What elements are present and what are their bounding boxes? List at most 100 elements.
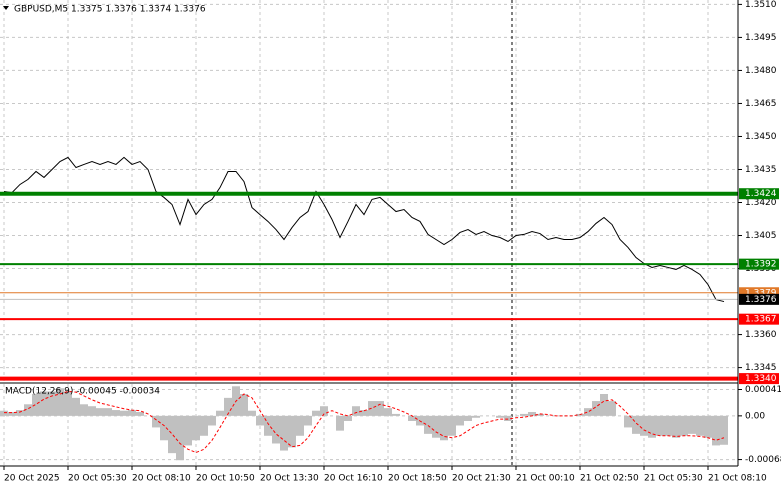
level-label-box [739, 188, 779, 200]
x-tick-label: 20 Oct 21:30 [452, 474, 511, 484]
histogram-bar [680, 415, 688, 436]
y-tick-label: 1.3360 [745, 330, 777, 340]
y-tick-label: 1.3450 [745, 132, 777, 142]
histogram-bar [80, 404, 88, 416]
histogram-bar [256, 415, 264, 426]
histogram-bar [664, 415, 672, 436]
histogram-bar [464, 415, 472, 421]
level-label: 1.3340 [745, 374, 777, 384]
histogram-bar [440, 415, 448, 441]
histogram-bar [336, 415, 344, 431]
histogram-bar [368, 401, 376, 416]
x-tick-label: 21 Oct 02:50 [580, 474, 639, 484]
histogram-bar [288, 415, 296, 448]
histogram-bar [72, 397, 80, 416]
plot [0, 156, 738, 461]
level-label: 1.3424 [745, 189, 777, 199]
signal-line [4, 390, 725, 454]
histogram-bar [240, 394, 248, 416]
histogram-bar [704, 415, 712, 438]
histogram-bar [8, 412, 16, 416]
axis-labels: 1.3510 1.3495 1.3480 1.3465 1.3450 1.3435 1.34… [3, 0, 781, 484]
histogram-bar [472, 415, 480, 418]
y-tick-label: -0.00068 [745, 455, 781, 465]
level-label-box [739, 293, 779, 305]
x-tick-label: 20 Oct 10:50 [196, 474, 255, 484]
y-tick-label: 1.3435 [745, 165, 777, 175]
histogram-bar [432, 415, 440, 438]
histogram-bar [200, 415, 208, 436]
histogram-bar [528, 412, 536, 416]
histogram-bar [304, 415, 312, 426]
histogram-bar [120, 410, 128, 416]
histogram-bar [96, 408, 104, 416]
histogram-bar [264, 415, 272, 436]
x-tick-label: 20 Oct 08:10 [132, 474, 191, 484]
menu-triangle[interactable] [3, 6, 9, 10]
histogram-bar [136, 412, 144, 416]
x-tick-label: 20 Oct 16:10 [324, 474, 383, 484]
y-tick-label: 1.3480 [745, 66, 777, 76]
level-label-box [739, 373, 779, 385]
histogram-bar [592, 401, 600, 416]
histogram-bar [392, 413, 400, 416]
histogram-bar [408, 415, 416, 421]
histogram-bar [64, 391, 72, 416]
histogram-bar [600, 394, 608, 416]
histogram-bar [56, 388, 64, 416]
histogram-bar [624, 415, 632, 428]
histogram-bar [648, 415, 656, 438]
histogram-bar [640, 415, 648, 436]
histogram-bar [656, 415, 664, 436]
level-label-box [739, 258, 779, 270]
x-tick-label: 21 Oct 08:10 [708, 474, 767, 484]
y-tick-label: 0.00041 [745, 385, 781, 395]
histogram-bar [192, 415, 200, 441]
y-tick-label: 1.3405 [745, 231, 777, 241]
histogram-bar [224, 397, 232, 416]
x-tick-label: 20 Oct 13:30 [260, 474, 319, 484]
histogram-bar [424, 415, 432, 434]
histogram-bar [376, 401, 384, 416]
y-tick-label: 1.3345 [745, 363, 777, 373]
histogram-bar [688, 415, 696, 434]
histogram-bar [504, 415, 512, 421]
histogram-bar [0, 410, 8, 416]
histogram-bar [608, 401, 616, 416]
histogram-bar [584, 408, 592, 416]
x-tick-label: 20 Oct 2025 [4, 474, 60, 484]
histogram-bar [112, 410, 120, 416]
y-tick-label: 1.3495 [745, 33, 777, 43]
histogram-bar [168, 415, 176, 454]
histogram-bar [720, 415, 728, 445]
histogram-bar [536, 413, 544, 416]
x-tick-label: 21 Oct 05:30 [644, 474, 703, 484]
histogram-bar [520, 413, 528, 416]
chart-title: GBPUSD,M5 1.3375 1.3376 1.3374 1.3376 [14, 5, 206, 15]
grid [0, 0, 738, 466]
histogram-bar [456, 415, 464, 426]
y-tick-label: 1.3510 [745, 0, 777, 10]
histogram-bar [712, 415, 720, 446]
level-label: 1.3379 [745, 288, 777, 298]
histogram-bar [344, 415, 352, 421]
histogram-bar [272, 415, 280, 444]
x-tick-label: 20 Oct 18:50 [388, 474, 447, 484]
histogram-bar [320, 406, 328, 416]
x-tick-label: 21 Oct 00:10 [516, 474, 575, 484]
histogram-bar [632, 415, 640, 434]
level-label: 1.3392 [745, 260, 777, 270]
histogram-bar [448, 415, 456, 436]
histogram-bar [248, 410, 256, 416]
histogram-bar [88, 406, 96, 416]
histogram-bar [48, 391, 56, 416]
histogram-bar [296, 415, 304, 436]
histogram-bar [40, 391, 48, 416]
y-tick-label: 1.3465 [745, 99, 777, 109]
histogram-bar [184, 415, 192, 446]
histogram-bar [312, 410, 320, 416]
histogram-bar [16, 410, 24, 416]
